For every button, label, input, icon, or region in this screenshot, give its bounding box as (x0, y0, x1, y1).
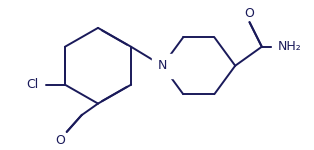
Text: N: N (158, 59, 167, 72)
Text: O: O (55, 134, 65, 147)
Text: NH₂: NH₂ (278, 40, 301, 53)
Text: Cl: Cl (26, 78, 38, 91)
Text: O: O (245, 7, 254, 20)
